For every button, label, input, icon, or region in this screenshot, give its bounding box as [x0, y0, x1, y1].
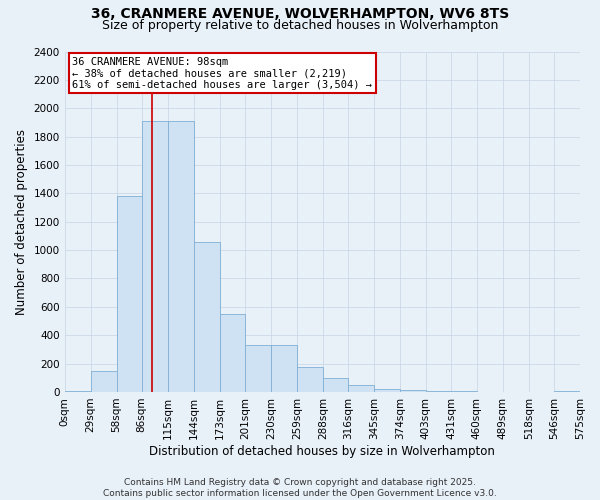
- Bar: [554, 391, 580, 392]
- Bar: [400, 390, 426, 392]
- X-axis label: Distribution of detached houses by size in Wolverhampton: Distribution of detached houses by size …: [149, 444, 495, 458]
- Y-axis label: Number of detached properties: Number of detached properties: [15, 128, 28, 314]
- Text: Size of property relative to detached houses in Wolverhampton: Size of property relative to detached ho…: [102, 18, 498, 32]
- Text: 36 CRANMERE AVENUE: 98sqm
← 38% of detached houses are smaller (2,219)
61% of se: 36 CRANMERE AVENUE: 98sqm ← 38% of detac…: [73, 56, 373, 90]
- Bar: [426, 390, 451, 392]
- Text: Contains HM Land Registry data © Crown copyright and database right 2025.
Contai: Contains HM Land Registry data © Crown c…: [103, 478, 497, 498]
- Bar: [348, 385, 374, 392]
- Text: 36, CRANMERE AVENUE, WOLVERHAMPTON, WV6 8TS: 36, CRANMERE AVENUE, WOLVERHAMPTON, WV6 …: [91, 8, 509, 22]
- Bar: [297, 367, 323, 392]
- Bar: [245, 345, 271, 392]
- Bar: [142, 121, 168, 392]
- Bar: [271, 345, 297, 392]
- Bar: [323, 378, 348, 392]
- Bar: [168, 121, 194, 392]
- Bar: [194, 242, 220, 392]
- Bar: [451, 391, 477, 392]
- Bar: [220, 314, 245, 392]
- Bar: [65, 390, 91, 392]
- Bar: [374, 389, 400, 392]
- Bar: [91, 370, 116, 392]
- Bar: [116, 196, 142, 392]
